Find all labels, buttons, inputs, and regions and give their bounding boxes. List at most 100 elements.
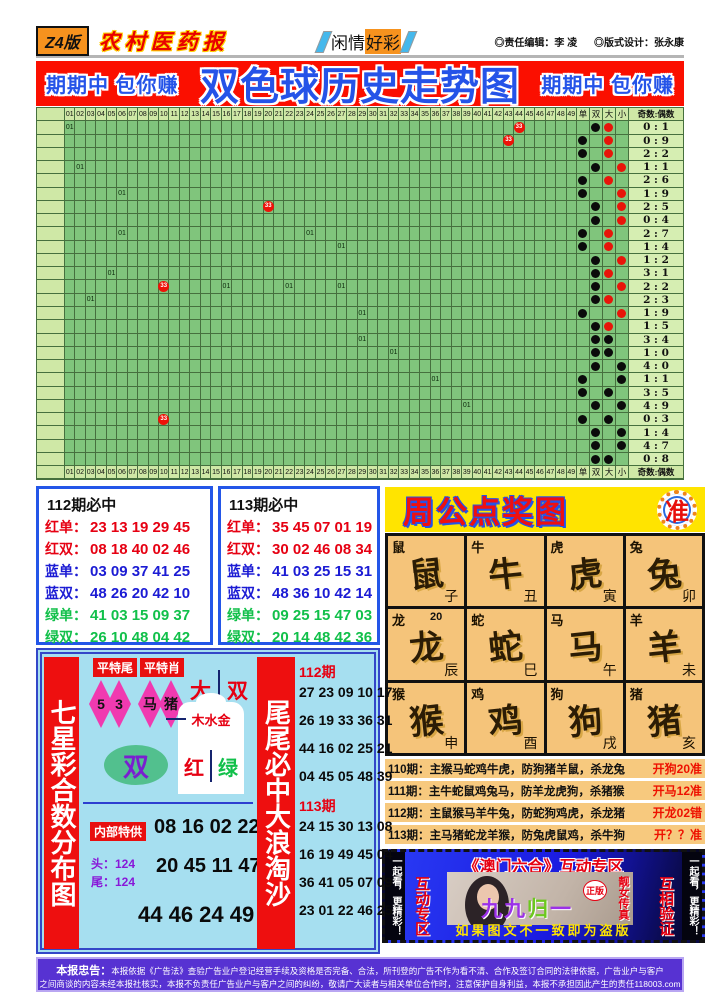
chart-cell — [190, 240, 200, 253]
chart-cell — [294, 439, 305, 452]
chart-cell — [232, 280, 242, 293]
chart-cell — [420, 452, 430, 466]
chart-cell — [75, 373, 85, 386]
chart-cell — [106, 200, 117, 214]
chart-cell — [347, 147, 357, 161]
chart-cell — [315, 386, 326, 399]
chart-note: 01 — [86, 296, 95, 304]
chart-cell — [399, 399, 409, 413]
chart-cell — [232, 399, 242, 413]
chart-cell — [399, 253, 409, 267]
chart-cell — [284, 386, 294, 399]
chart-cell — [148, 161, 159, 174]
chart-cell — [190, 373, 200, 386]
chart-cell — [190, 200, 200, 214]
chart-cell — [556, 386, 566, 399]
red-label: 红 — [184, 757, 204, 780]
chart-cell — [566, 426, 576, 439]
chart-cell — [472, 426, 482, 439]
chart-parity-cell — [576, 161, 589, 174]
chart-cell — [117, 360, 127, 373]
chart-col-header: 05 — [106, 108, 117, 121]
chart-col-header: 21 — [273, 466, 284, 479]
chart-col-header: 04 — [96, 466, 106, 479]
zodiac-name: 马 — [550, 613, 564, 629]
tip-period: 110期： — [388, 763, 430, 776]
chart-cell: 01 — [336, 240, 347, 253]
chart-cell — [535, 267, 545, 280]
chart-col-header: 49 — [566, 108, 576, 121]
chart-cell — [315, 346, 326, 360]
chart-cell — [503, 174, 514, 187]
chart-cell — [221, 426, 232, 439]
chart-parity-cell — [576, 413, 589, 426]
chart-cell — [472, 386, 482, 399]
chart-cell — [315, 360, 326, 373]
chart-cell — [200, 147, 211, 161]
chart-cell — [242, 333, 253, 346]
zodiac-branch: 辰 — [444, 663, 459, 679]
chart-cell — [117, 426, 127, 439]
chart-cell — [148, 399, 159, 413]
chart-cell — [535, 187, 545, 200]
chart-cell — [545, 439, 556, 452]
chart-cell — [284, 373, 294, 386]
weiwei-period: 113期 — [299, 798, 336, 814]
chart-cell — [242, 200, 253, 214]
chart-cell — [221, 134, 232, 147]
disclaimer-line2: 之间商谈的内容未经本报社核实，本报不负责任广告业户与客户之间的纠纷，敬请广大读者… — [39, 979, 681, 989]
zodiac-branch: 丑 — [523, 590, 538, 606]
chart-cell — [294, 253, 305, 267]
chart-cell — [253, 161, 263, 174]
chart-cell — [430, 413, 441, 426]
parity-dot — [591, 428, 601, 437]
chart-cell — [441, 293, 451, 306]
chart-cell — [357, 134, 368, 147]
size-dot — [617, 282, 627, 292]
chart-cell — [305, 439, 315, 452]
chart-cell — [315, 200, 326, 214]
size-dot — [617, 401, 627, 411]
elements-box: 木水金 红 绿 — [166, 693, 244, 794]
chart-cell — [315, 333, 326, 346]
chart-cell — [148, 253, 159, 267]
chart-cell — [524, 214, 535, 227]
chart-cell — [482, 399, 493, 413]
chart-cell — [566, 134, 576, 147]
chart-cell — [96, 439, 106, 452]
chart-size-cell — [615, 293, 628, 306]
chart-cell — [117, 386, 127, 399]
zodiac-name: 狗 — [550, 686, 564, 702]
chart-size-cell — [602, 452, 615, 466]
chart-cell — [127, 253, 138, 267]
chart-cell — [493, 161, 503, 174]
chart-cell — [200, 134, 211, 147]
diamond-shape: 3 — [107, 680, 131, 728]
chart-cell — [503, 386, 514, 399]
chart-cell — [200, 306, 211, 320]
chart-cell — [524, 306, 535, 320]
chart-cell — [535, 134, 545, 147]
brand-char: 九 — [481, 896, 504, 921]
chart-cell — [253, 121, 263, 134]
chart-cell — [524, 360, 535, 373]
chart-cell — [420, 386, 430, 399]
chart-cell — [305, 399, 315, 413]
chart-cell — [138, 174, 148, 187]
chart-cell — [347, 346, 357, 360]
chart-cell — [232, 293, 242, 306]
chart-cell — [96, 280, 106, 293]
chart-cell — [159, 306, 169, 320]
chart-cell — [65, 439, 75, 452]
chart-col-header: 12 — [179, 466, 190, 479]
slogan-text: 一起看，更精彩！ — [390, 856, 401, 936]
chart-parity-cell — [589, 253, 602, 267]
chart-col-header: 33 — [399, 108, 409, 121]
chart-cell — [524, 386, 535, 399]
chart-size-cell — [602, 360, 615, 373]
chart-cell — [451, 161, 462, 174]
chart-col-header: 23 — [294, 108, 305, 121]
chart-cell — [253, 214, 263, 227]
chart-cell — [524, 134, 535, 147]
chart-cell — [482, 346, 493, 360]
